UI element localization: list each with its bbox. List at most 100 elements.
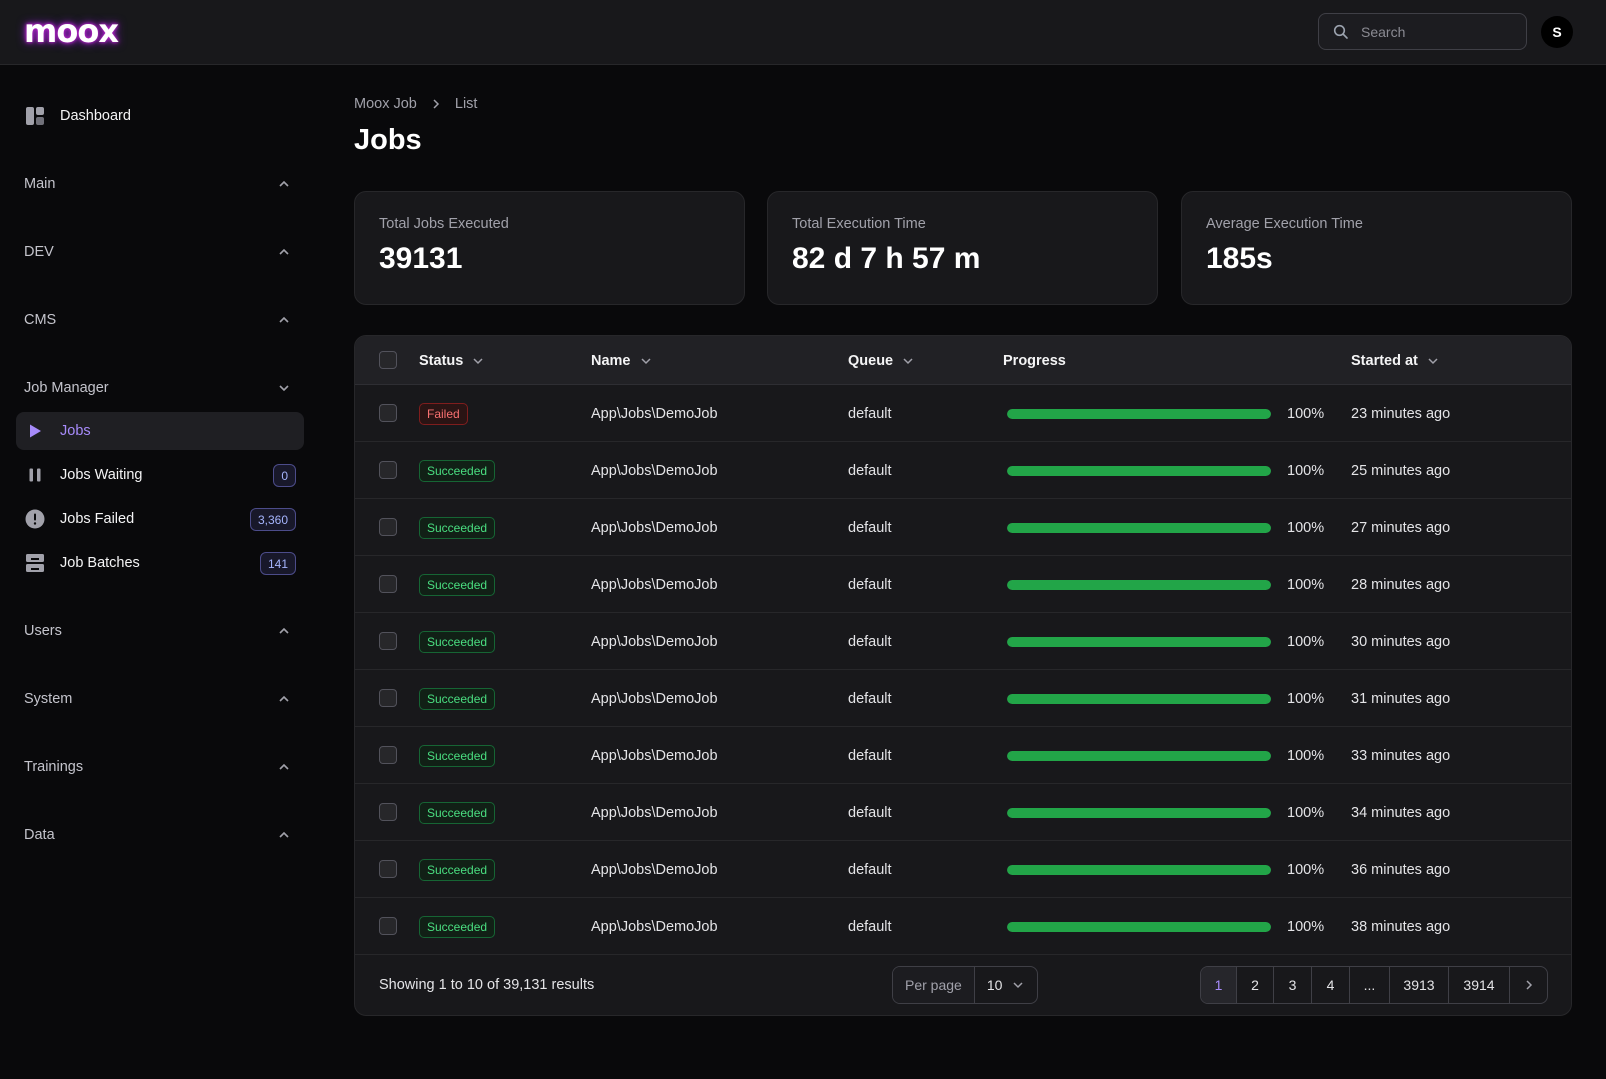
next-page-button[interactable] (1510, 967, 1547, 1003)
row-checkbox[interactable] (379, 746, 397, 764)
row-checkbox[interactable] (379, 404, 397, 422)
sidebar-item-jobs-waiting[interactable]: Jobs Waiting 0 (16, 456, 304, 494)
group-main[interactable]: Main (24, 172, 292, 196)
page-button[interactable]: 1 (1201, 967, 1237, 1003)
table-row[interactable]: Succeeded App\Jobs\DemoJob default 100% … (355, 670, 1571, 727)
row-checkbox[interactable] (379, 461, 397, 479)
group-label: System (24, 691, 73, 707)
progress-text: 100% (1287, 690, 1325, 707)
status-badge: Succeeded (419, 459, 496, 482)
row-checkbox[interactable] (379, 860, 397, 878)
progress-cell: 100% (1007, 613, 1324, 670)
stat-value: 82 d 7 h 57 m (792, 242, 981, 275)
status-badge: Succeeded (419, 801, 496, 824)
user-avatar[interactable]: S (1541, 16, 1573, 48)
column-label: Progress (1003, 352, 1066, 369)
progress-bar (1007, 921, 1271, 932)
per-page-value[interactable]: 10 (975, 967, 1037, 1003)
sidebar-item-dashboard[interactable]: Dashboard (16, 97, 304, 135)
progress-fill (1007, 921, 1271, 932)
progress-cell: 100% (1007, 727, 1324, 784)
progress-text: 100% (1287, 633, 1325, 650)
queue-cell: default (848, 633, 892, 650)
row-checkbox[interactable] (379, 518, 397, 536)
progress-fill (1007, 579, 1271, 590)
page-button[interactable]: 3 (1274, 967, 1312, 1003)
name-cell: App\Jobs\DemoJob (591, 861, 718, 878)
started-at-cell: 33 minutes ago (1351, 747, 1451, 764)
group-users[interactable]: Users (24, 619, 292, 643)
search-box[interactable] (1318, 13, 1527, 50)
column-header-started-at[interactable]: Started at (1351, 336, 1440, 385)
chevron-right-icon (433, 99, 439, 109)
column-label: Started at (1351, 352, 1418, 369)
name-cell: App\Jobs\DemoJob (591, 747, 718, 764)
progress-text: 100% (1287, 462, 1325, 479)
moox-logo[interactable]: moox (24, 12, 119, 50)
status-cell: Succeeded (419, 898, 496, 955)
table-row[interactable]: Succeeded App\Jobs\DemoJob default 100% … (355, 841, 1571, 898)
group-data[interactable]: Data (24, 823, 292, 847)
table-row[interactable]: Succeeded App\Jobs\DemoJob default 100% … (355, 784, 1571, 841)
stat-card-average-execution-time: Average Execution Time 185s (1181, 191, 1572, 305)
progress-text: 100% (1287, 918, 1325, 935)
row-checkbox[interactable] (379, 632, 397, 650)
group-job-manager[interactable]: Job Manager (24, 376, 292, 400)
per-page-value-text: 10 (986, 977, 1003, 993)
page-button[interactable]: 3914 (1449, 967, 1510, 1003)
table-row[interactable]: Succeeded App\Jobs\DemoJob default 100% … (355, 727, 1571, 784)
progress-cell: 100% (1007, 442, 1324, 499)
row-checkbox[interactable] (379, 917, 397, 935)
table-row[interactable]: Succeeded App\Jobs\DemoJob default 100% … (355, 613, 1571, 670)
count-badge: 3,360 (249, 508, 296, 531)
row-checkbox[interactable] (379, 575, 397, 593)
status-badge: Succeeded (419, 858, 496, 881)
chevron-up-icon (279, 831, 289, 838)
table-row[interactable]: Succeeded App\Jobs\DemoJob default 100% … (355, 898, 1571, 955)
row-checkbox[interactable] (379, 803, 397, 821)
sidebar-item-label: Jobs Failed (60, 511, 135, 527)
page-button[interactable]: 2 (1237, 967, 1274, 1003)
page-ellipsis: ... (1350, 967, 1390, 1003)
search-input[interactable] (1361, 23, 1511, 40)
column-header-status[interactable]: Status (419, 336, 485, 385)
group-cms[interactable]: CMS (24, 308, 292, 332)
queue-cell: default (848, 918, 892, 935)
table-row[interactable]: Failed App\Jobs\DemoJob default 100% 23 … (355, 385, 1571, 442)
progress-cell: 100% (1007, 385, 1324, 442)
group-dev[interactable]: DEV (24, 240, 292, 264)
group-trainings[interactable]: Trainings (24, 755, 292, 779)
column-header-name[interactable]: Name (591, 336, 653, 385)
name-cell: App\Jobs\DemoJob (591, 576, 718, 593)
sidebar-item-job-batches[interactable]: Job Batches 141 (16, 544, 304, 582)
progress-bar (1007, 864, 1271, 875)
table-row[interactable]: Succeeded App\Jobs\DemoJob default 100% … (355, 499, 1571, 556)
group-system[interactable]: System (24, 687, 292, 711)
status-cell: Succeeded (419, 727, 496, 784)
column-label: Status (419, 352, 464, 369)
started-at-cell: 36 minutes ago (1351, 861, 1451, 878)
page-button[interactable]: 4 (1312, 967, 1350, 1003)
per-page-select[interactable]: Per page 10 (892, 966, 1038, 1004)
sidebar-item-label: Jobs Waiting (60, 467, 143, 483)
table-row[interactable]: Succeeded App\Jobs\DemoJob default 100% … (355, 556, 1571, 613)
stat-card-total-jobs: Total Jobs Executed 39131 (354, 191, 745, 305)
pagination: 1 2 3 4 ... 3913 3914 (1200, 966, 1548, 1004)
breadcrumb-parent-link[interactable]: Moox Job (354, 96, 417, 112)
sidebar-item-jobs[interactable]: Jobs (16, 412, 304, 450)
select-all-checkbox[interactable] (379, 351, 397, 369)
stat-label: Total Jobs Executed (379, 216, 509, 232)
row-checkbox[interactable] (379, 689, 397, 707)
column-header-queue[interactable]: Queue (848, 336, 915, 385)
column-label: Queue (848, 352, 894, 369)
sidebar-item-jobs-failed[interactable]: Jobs Failed 3,360 (16, 500, 304, 538)
started-at-cell: 28 minutes ago (1351, 576, 1451, 593)
table-row[interactable]: Succeeded App\Jobs\DemoJob default 100% … (355, 442, 1571, 499)
stat-label: Average Execution Time (1206, 216, 1363, 232)
group-label: Users (24, 623, 62, 639)
progress-fill (1007, 522, 1271, 533)
progress-bar (1007, 579, 1271, 590)
page-button[interactable]: 3913 (1390, 967, 1449, 1003)
progress-cell: 100% (1007, 670, 1324, 727)
progress-fill (1007, 693, 1271, 704)
